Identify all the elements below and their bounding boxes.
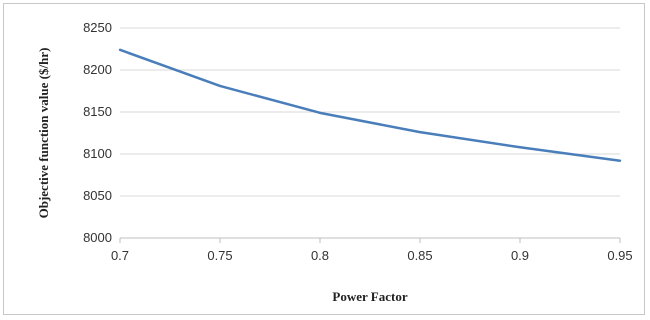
chart-frame <box>3 3 645 315</box>
y-tick-label: 8050 <box>83 188 112 203</box>
x-tick-label: 0.75 <box>207 248 232 263</box>
series-group <box>118 48 622 162</box>
x-tick-labels: 0.7 0.75 0.8 0.85 0.9 0.95 <box>111 238 633 263</box>
y-tick-label: 8100 <box>83 146 112 161</box>
data-point-0 <box>118 48 122 52</box>
data-point-2 <box>318 111 322 115</box>
y-axis-title: Objective function value ($/hr) <box>36 48 51 219</box>
x-tick-label: 0.9 <box>511 248 529 263</box>
x-axis-title: Power Factor <box>332 289 407 304</box>
data-point-3 <box>418 130 422 134</box>
y-tick-label: 8200 <box>83 62 112 77</box>
data-point-4 <box>518 146 522 149</box>
data-point-1 <box>218 84 222 88</box>
y-tick-labels: 8000 8050 8100 8150 8200 8250 <box>83 20 112 245</box>
y-tick-label: 8250 <box>83 20 112 35</box>
grid-lines <box>120 27 620 239</box>
series-line-0 <box>119 48 621 162</box>
x-tick-label: 0.7 <box>111 248 129 263</box>
x-tick-label: 0.95 <box>607 248 632 263</box>
y-tick-label: 8150 <box>83 104 112 119</box>
x-tick-label: 0.8 <box>311 248 329 263</box>
data-point-5 <box>618 159 622 162</box>
x-tick-label: 0.85 <box>407 248 432 263</box>
y-tick-label: 8000 <box>83 230 112 245</box>
